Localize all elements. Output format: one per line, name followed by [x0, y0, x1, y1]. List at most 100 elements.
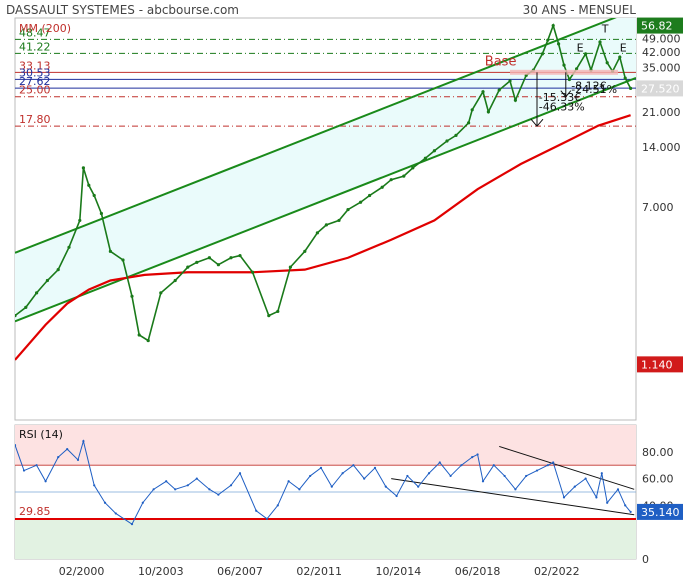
- rsi-point-48: [525, 474, 528, 478]
- rsi-point-45: [492, 464, 495, 467]
- price-point-12: [121, 258, 125, 262]
- price-point-45: [481, 90, 485, 94]
- rsi-point-55: [595, 496, 598, 499]
- price-point-30: [324, 223, 328, 227]
- price-point-62: [605, 61, 609, 65]
- price-point-52: [540, 52, 545, 56]
- y-tick-0: 7.000: [642, 201, 674, 214]
- channel-fill: [15, 18, 636, 322]
- ma200-legend: MM (200): [19, 22, 71, 35]
- rsi-upper-trendline: [499, 445, 635, 490]
- price-point-57: [567, 77, 572, 82]
- price-point-54: [551, 23, 555, 28]
- rsi-point-7: [82, 439, 85, 443]
- rsi-point-53: [573, 485, 576, 488]
- rsi-point-8: [93, 484, 96, 487]
- rsi-point-39: [438, 461, 441, 464]
- base-zone: [510, 69, 618, 75]
- x-tick-1: 10/2003: [138, 565, 184, 578]
- rsi-point-21: [238, 472, 242, 475]
- price-point-14: [137, 333, 141, 337]
- rsi-point-35: [395, 494, 398, 498]
- rsi-point-40: [449, 474, 452, 478]
- channel-lower-line: [15, 77, 636, 323]
- price-point-11: [108, 249, 112, 253]
- price-point-65: [623, 76, 627, 80]
- price-point-42: [454, 133, 458, 138]
- y-axis-ticks: 7.00014.00021.00028.00035.00042.00049.00…: [642, 32, 681, 214]
- price-point-23: [238, 253, 242, 258]
- rsi-point-6: [76, 458, 80, 461]
- price-point-4: [56, 268, 60, 272]
- x-tick-3: 02/2011: [296, 565, 342, 578]
- last-price-tag-bg: [637, 80, 683, 97]
- t-label: T: [601, 22, 609, 35]
- y-tick-4: 35.000: [642, 62, 681, 75]
- price-point-17: [173, 278, 177, 283]
- rsi-point-4: [57, 456, 60, 459]
- rsi-point-49: [535, 469, 539, 472]
- rsi-point-51: [552, 461, 555, 464]
- rsi-point-52: [562, 496, 566, 499]
- drop1-pct: -24.51%: [571, 83, 617, 96]
- price-point-35: [380, 185, 384, 189]
- level-label-41.22: 41.22: [19, 40, 51, 53]
- y-tick-5: 42.000: [642, 46, 681, 59]
- rsi-point-60: [629, 510, 632, 514]
- price-point-31: [337, 218, 341, 223]
- price-point-61: [598, 40, 602, 44]
- level-label-30.53: 30.53: [19, 66, 51, 79]
- level-label-27.62: 27.62: [19, 75, 51, 88]
- price-point-48: [508, 79, 512, 83]
- rsi-point-31: [352, 464, 355, 467]
- rsi-point-34: [384, 485, 387, 488]
- rsi-last-tag-bg: [637, 503, 683, 520]
- rsi-point-2: [35, 464, 38, 467]
- high-value-tag-bg: [637, 17, 683, 34]
- x-tick-2: 06/2007: [217, 565, 263, 578]
- price-point-66: [629, 86, 633, 91]
- price-point-58: [575, 67, 579, 71]
- price-point-39: [423, 156, 427, 160]
- rsi-point-37: [417, 485, 420, 488]
- low-value-tag: 1.140: [641, 358, 673, 371]
- rsi-point-50: [546, 464, 549, 467]
- trend-channel: [15, 18, 636, 323]
- price-point-18: [186, 265, 190, 269]
- rsi-point-10: [114, 512, 117, 515]
- price-point-37: [402, 174, 406, 178]
- price-point-20: [207, 256, 211, 260]
- price-point-47: [497, 88, 501, 92]
- rsi-point-28: [319, 466, 323, 469]
- x-tick-5: 06/2018: [455, 565, 501, 578]
- price-point-13: [130, 294, 134, 298]
- price-point-28: [303, 249, 307, 253]
- level-label-17.80: 17.80: [19, 113, 51, 126]
- price-point-38: [411, 166, 415, 170]
- rsi-points: [15, 439, 632, 526]
- price-point-32: [346, 207, 350, 212]
- base-label: Base: [485, 54, 517, 69]
- price-point-15: [146, 338, 150, 343]
- rsi-point-23: [265, 517, 269, 520]
- price-point-34: [368, 193, 372, 198]
- rsi-point-26: [298, 488, 301, 491]
- price-point-27: [288, 265, 292, 269]
- high-value-tag: 56.82: [641, 20, 673, 33]
- rsi-point-43: [476, 453, 479, 456]
- price-point-10: [99, 211, 103, 216]
- drop2-value: -15.33€: [539, 91, 581, 104]
- price-point-5: [67, 245, 71, 249]
- rsi-overbought-zone: [15, 425, 636, 466]
- rsi-point-0: [15, 444, 17, 447]
- rsi-point-30: [341, 472, 344, 475]
- drop1-value: -8.12€: [571, 79, 606, 92]
- chart-period: 30 ANS - MENSUEL: [522, 3, 636, 17]
- rsi-point-33: [373, 466, 377, 469]
- y-tick-1: 14.000: [642, 141, 681, 154]
- rsi-point-25: [287, 480, 290, 483]
- price-point-33: [359, 200, 363, 204]
- price-point-3: [45, 278, 50, 283]
